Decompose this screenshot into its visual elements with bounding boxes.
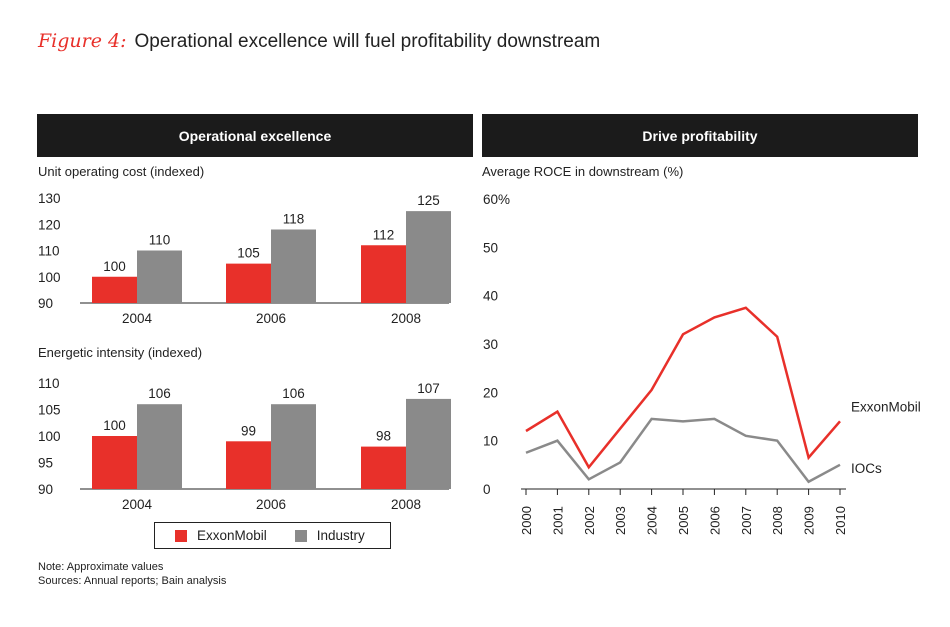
right-panel-header: Drive profitability bbox=[482, 114, 918, 157]
legend-swatch-industry bbox=[294, 529, 307, 542]
chart2-data-label: 99 bbox=[241, 423, 256, 438]
chart1-bar-industry-2008 bbox=[406, 211, 451, 303]
chart1-data-label: 112 bbox=[373, 227, 395, 242]
chart2-ytick: 95 bbox=[38, 456, 53, 471]
chart2-ytick: 110 bbox=[38, 376, 60, 391]
note-text: Note: Approximate values bbox=[38, 561, 164, 573]
chart2-data-label: 106 bbox=[148, 386, 171, 401]
chart3-ytick: 10 bbox=[483, 434, 498, 449]
chart3-series-label-exxonmobil: ExxonMobil bbox=[851, 399, 921, 414]
chart2-ytick: 105 bbox=[38, 403, 61, 418]
chart2-bar-industry-2004 bbox=[137, 404, 182, 489]
chart1-data-label: 100 bbox=[103, 259, 126, 274]
chart3-line-iocs bbox=[525, 417, 841, 484]
legend-item-exxonmobil: ExxonMobil bbox=[175, 528, 267, 543]
chart2-bar-exxonmobil-2006 bbox=[226, 441, 271, 489]
chart1-bar-industry-2006 bbox=[271, 229, 316, 303]
left-panel-header: Operational excellence bbox=[37, 114, 473, 157]
chart3-title: Average ROCE in downstream (%) bbox=[482, 164, 684, 179]
chart2-ytick: 90 bbox=[38, 482, 53, 497]
chart2-bar-exxonmobil-2004 bbox=[92, 436, 137, 489]
chart3-xtick: 2003 bbox=[613, 506, 628, 535]
chart3-ytick: 20 bbox=[483, 385, 498, 400]
sources-text: Sources: Annual reports; Bain analysis bbox=[38, 575, 227, 587]
chart1-ytick: 130 bbox=[38, 191, 61, 206]
chart1-bar-exxonmobil-2006 bbox=[226, 263, 271, 303]
chart2-bar-industry-2006 bbox=[271, 404, 316, 489]
left-panel-title: Operational excellence bbox=[178, 127, 332, 144]
chart1-bar-industry-2004 bbox=[137, 250, 182, 303]
chart1-xtick: 2006 bbox=[256, 311, 286, 326]
chart3-xtick: 2002 bbox=[582, 506, 597, 535]
chart3-line-exxonmobil bbox=[525, 306, 841, 470]
chart3-series-label-iocs: IOCs bbox=[851, 461, 882, 476]
legend-label-industry: Industry bbox=[316, 528, 365, 543]
chart2-xtick: 2008 bbox=[391, 497, 421, 512]
chart1-ytick: 110 bbox=[38, 244, 60, 259]
chart2-data-label: 100 bbox=[103, 418, 126, 433]
chart3-xtick: 2001 bbox=[550, 506, 565, 535]
chart2-xtick: 2004 bbox=[122, 497, 153, 512]
legend-swatch-exxonmobil bbox=[175, 529, 187, 542]
chart2-data-label: 106 bbox=[282, 386, 305, 401]
chart3-ytick: 60% bbox=[483, 192, 510, 207]
chart3-xtick: 2007 bbox=[739, 506, 754, 535]
legend-label-exxonmobil: ExxonMobil bbox=[197, 528, 267, 543]
figure-title-text: Operational excellence will fuel profita… bbox=[134, 31, 601, 52]
chart1-bar-exxonmobil-2004 bbox=[92, 276, 137, 303]
legend: ExxonMobil Industry bbox=[154, 522, 391, 549]
chart3-ytick: 30 bbox=[483, 337, 498, 352]
chart1-ytick: 90 bbox=[38, 296, 53, 311]
chart2-data-label: 107 bbox=[417, 381, 440, 396]
chart2-title: Energetic intensity (indexed) bbox=[38, 345, 203, 360]
chart3-xtick: 2005 bbox=[676, 506, 691, 535]
figure-label: Figure 4: bbox=[38, 30, 127, 52]
chart3-xtick: 2008 bbox=[770, 506, 785, 535]
chart3-xtick: 2006 bbox=[707, 506, 722, 535]
chart2-ytick: 100 bbox=[38, 429, 61, 444]
chart2-bar-exxonmobil-2008 bbox=[361, 446, 406, 489]
chart1-data-label: 105 bbox=[237, 246, 260, 261]
chart1-xtick: 2008 bbox=[391, 311, 421, 326]
chart3-xtick: 2010 bbox=[833, 506, 848, 535]
chart3-xtick: 2000 bbox=[519, 506, 534, 535]
legend-item-industry: Industry bbox=[294, 528, 365, 543]
chart3-xtick: 2004 bbox=[645, 506, 660, 535]
chart3-ytick: 40 bbox=[483, 289, 498, 304]
chart1-ytick: 100 bbox=[38, 270, 61, 285]
chart2-xtick: 2006 bbox=[256, 497, 286, 512]
chart1-xtick: 2004 bbox=[122, 311, 153, 326]
notes: Note: Approximate values Sources: Annual… bbox=[38, 560, 226, 588]
chart2-bar-industry-2008 bbox=[406, 398, 451, 489]
chart2-data-label: 98 bbox=[376, 429, 391, 444]
chart1-data-label: 110 bbox=[149, 233, 171, 248]
chart1-data-label: 118 bbox=[283, 212, 305, 227]
chart1-bar-exxonmobil-2008 bbox=[361, 245, 406, 303]
chart1-ytick: 120 bbox=[38, 217, 61, 232]
chart3-ytick: 0 bbox=[483, 482, 491, 497]
figure-title: Figure 4: Operational excellence will fue… bbox=[38, 30, 600, 53]
chart3-ytick: 50 bbox=[483, 240, 498, 255]
chart3-xtick: 2009 bbox=[802, 506, 817, 535]
chart1-title: Unit operating cost (indexed) bbox=[38, 164, 205, 179]
chart1-data-label: 125 bbox=[417, 193, 440, 208]
right-panel-title: Drive profitability bbox=[642, 127, 758, 144]
